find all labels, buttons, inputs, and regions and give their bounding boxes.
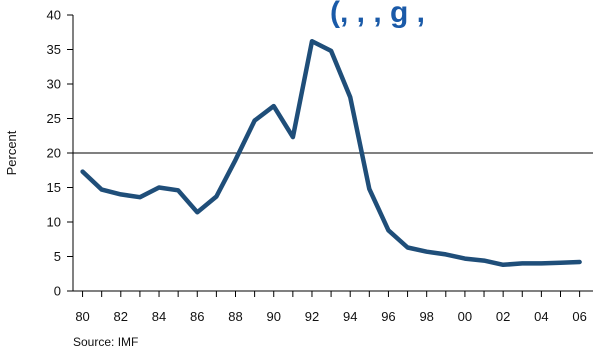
x-tick-label: 94	[343, 309, 357, 324]
y-tick-label: 5	[54, 249, 61, 264]
x-tick-label: 00	[458, 309, 472, 324]
x-tick-label: 90	[267, 309, 281, 324]
x-tick-label: 80	[75, 309, 89, 324]
x-tick-label: 86	[190, 309, 204, 324]
x-tick-label: 98	[419, 309, 433, 324]
chart-axes	[67, 14, 593, 297]
clipped-title-fragment: (, , , g ,	[330, 0, 425, 29]
series-layer	[80, 38, 582, 268]
x-tick-label: 92	[305, 309, 319, 324]
y-tick-label: 15	[47, 180, 61, 195]
y-tick-label: 30	[47, 77, 61, 92]
y-tick-label: 0	[54, 284, 61, 299]
y-tick-label: 35	[47, 42, 61, 57]
x-tick-label: 06	[572, 309, 586, 324]
y-tick-label: 20	[47, 146, 61, 161]
y-tick-label: 10	[47, 215, 61, 230]
y-tick-label: 25	[47, 111, 61, 126]
source-note: Source: IMF	[73, 335, 138, 349]
x-tick-label: 96	[381, 309, 395, 324]
x-tick-label: 88	[228, 309, 242, 324]
y-tick-label: 40	[47, 8, 61, 23]
x-tick-label: 02	[496, 309, 510, 324]
x-tick-label: 84	[152, 309, 166, 324]
y-axis-title: Percent	[4, 130, 19, 175]
x-tick-label: 82	[114, 309, 128, 324]
labels-layer: 0 5 10 15 20 25 30 35 40 80 82 84 86 88 90 92 94 96 98 00 02…	[4, 8, 587, 350]
x-tick-label: 04	[534, 309, 548, 324]
